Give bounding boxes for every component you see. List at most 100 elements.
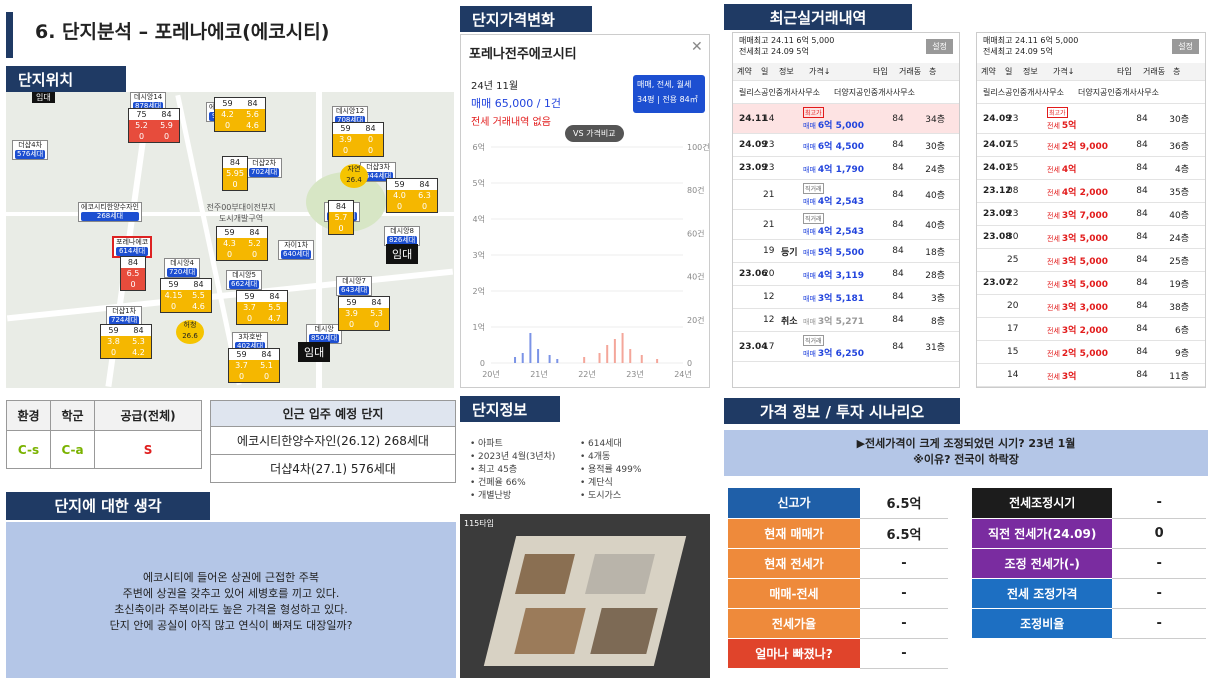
complex-label[interactable]: 포레나에코 614세대 (112, 236, 153, 258)
setting-button[interactable]: 설정 (1172, 39, 1199, 54)
column-header[interactable]: 타입 (873, 67, 888, 76)
complex-label[interactable]: 데시앙7 643세대 (336, 276, 373, 296)
price-grid[interactable]: 59 84 3.7 5.1 0 0 (228, 348, 280, 383)
x-tick: 20년 (482, 369, 500, 379)
trade-row[interactable]: 21 직거래 매매 4억 2,543 84 40층 (733, 180, 959, 210)
compare-button[interactable]: VS 가격비교 (565, 125, 624, 142)
column-header[interactable]: 정보 (779, 67, 794, 76)
volume-bar (621, 333, 624, 363)
complex-label[interactable]: 데시앙 850세대 (306, 324, 343, 344)
trade-row[interactable]: 21 직거래 매매 4억 2,543 84 40층 (733, 210, 959, 240)
trade-row[interactable]: 23.12 08 전세 4억 2,000 84 35층 (977, 180, 1205, 203)
complex-label[interactable]: 3차호반 402세대 (232, 332, 269, 352)
agent-row: 릴리스공인중개사사무소 더양지공인중개사사무소 (733, 81, 959, 104)
complex-label[interactable]: 더샵3차 644세대 (360, 162, 397, 182)
column-header[interactable]: 가격↓ (809, 67, 831, 76)
volume-bar (583, 357, 586, 363)
trade-row[interactable]: 23.09 23 전세 3억 7,000 84 40층 (977, 203, 1205, 226)
column-header[interactable]: 계약 (737, 67, 752, 76)
column-header[interactable]: 층 (1173, 67, 1181, 76)
env-value: C-a (49, 430, 96, 469)
location-map[interactable]: 전주00부대이전부지 도시개발구역 임대 에코시티한양수자인 268세대 더샵4차 57… (6, 92, 454, 388)
nearby-item: 더샵4차(27.1) 576세대 (210, 454, 456, 483)
column-header[interactable]: 거래동 (899, 67, 922, 76)
trade-row[interactable]: 24.11 14 최고가 매매 6억 5,000 84 34층 (733, 104, 959, 134)
trade-row[interactable]: 12 취소 매매 3억 5,271 84 8층 (733, 309, 959, 332)
setting-button[interactable]: 설정 (926, 39, 953, 54)
trade-row[interactable]: 17 전세 3억 2,000 84 6층 (977, 318, 1205, 341)
y-tick-right: 100건 (687, 142, 709, 152)
volume-bar (640, 355, 643, 363)
price-grid[interactable]: 59 84 4.2 5.6 0 4.6 (214, 97, 266, 132)
price-grid[interactable]: 59 84 3.8 5.3 0 4.2 (100, 324, 152, 359)
trade-row[interactable]: 23.08 30 전세 3억 5,000 84 24층 (977, 226, 1205, 249)
volume-bar (606, 345, 609, 363)
volume-bar (656, 359, 659, 363)
scenario-value: - (860, 608, 948, 639)
column-header[interactable]: 일 (761, 67, 769, 76)
column-header[interactable]: 층 (929, 67, 937, 76)
price-grid[interactable]: 59 84 4.15 5.5 0 4.6 (160, 278, 212, 313)
scenario-value: - (860, 578, 948, 609)
trade-row[interactable]: 24.01 25 전세 4억 84 4층 (977, 157, 1205, 180)
complex-label[interactable]: 데시앙8 826세대 (384, 226, 421, 246)
trade-row[interactable]: 23.04 17 직거래 매매 3억 6,250 84 31층 (733, 332, 959, 362)
sale-high: 매매최고 24.11 6억 5,000 (739, 36, 835, 45)
trade-row[interactable]: 24.09 23 최고가 전세 5억 84 30층 (977, 104, 1205, 134)
close-icon[interactable]: ✕ (691, 39, 703, 55)
volume-bar (537, 349, 540, 363)
trade-row[interactable]: 25 전세 3억 5,000 84 25층 (977, 249, 1205, 272)
trade-row[interactable]: 24.07 15 전세 2억 9,000 84 36층 (977, 134, 1205, 157)
complex-label[interactable]: 데시앙4 720세대 (164, 258, 201, 278)
scenario-row: 직전 전세가(24.09) 0 (972, 518, 1206, 549)
complex-label[interactable]: 더샵1차 724세대 (106, 306, 143, 326)
thoughts-box: 에코시티에 들어온 상권에 근접한 주복 주변에 상권을 갖추고 있어 세병호를… (6, 522, 456, 678)
column-header[interactable]: 거래동 (1143, 67, 1166, 76)
y-tick-right: 80건 (687, 185, 705, 195)
trade-row[interactable]: 23.07 22 전세 3억 5,000 84 19층 (977, 272, 1205, 295)
price-grid[interactable]: 59 84 4.3 5.2 0 0 (216, 226, 268, 261)
info-item: • 614세대 (580, 439, 622, 449)
price-grid[interactable]: 59 84 3.7 5.5 0 4.7 (236, 290, 288, 325)
trade-row[interactable]: 12 매매 3억 5,181 84 3층 (733, 286, 959, 309)
complex-label[interactable]: 데시앙12 708세대 (332, 106, 369, 126)
plan-type: 115타입 (464, 519, 494, 528)
trade-row[interactable]: 14 전세 3억 84 11층 (977, 364, 1205, 387)
complex-label[interactable]: 자이1차 640세대 (278, 240, 315, 260)
nearby-title: 인근 입주 예정 단지 (210, 400, 456, 427)
column-header[interactable]: 가격↓ (1053, 67, 1075, 76)
filter-dropdown[interactable]: 매매, 전세, 월세 34평 | 전용 84㎡ (633, 75, 705, 113)
price-grid[interactable]: 59 84 3.9 5.3 0 0 (338, 296, 390, 331)
price-grid[interactable]: 59 84 3.9 0 0 0 (332, 122, 384, 157)
complex-label[interactable]: 에코시티한양수자인 268세대 (78, 202, 142, 222)
price-grid[interactable]: 84 5.95 0 (222, 156, 248, 191)
trade-row[interactable]: 19 등기 매매 5억 5,500 84 18층 (733, 240, 959, 263)
scenario-label: 전세가율 (728, 608, 860, 639)
scenario-label: 조정비율 (972, 608, 1113, 639)
price-grid[interactable]: 84 6.5 0 (120, 256, 146, 291)
env-value: C-s (6, 430, 51, 469)
info-item: • 용적률 499% (580, 465, 642, 475)
price-grid[interactable]: 75 84 5.2 5.9 0 0 (128, 108, 180, 143)
info-item: • 최고 45층 (470, 465, 518, 475)
complex-label[interactable]: 데시앙5 662세대 (226, 270, 263, 290)
complex-label[interactable]: 더샵2차 702세대 (246, 158, 283, 178)
trade-row[interactable]: 23.06 20 매매 4억 3,119 84 28층 (733, 263, 959, 286)
column-header[interactable]: 타입 (1117, 67, 1132, 76)
column-header[interactable]: 일 (1005, 67, 1013, 76)
rent-label: 임대 (386, 244, 419, 264)
column-header[interactable]: 계약 (981, 67, 996, 76)
price-grid[interactable]: 84 5.7 0 (328, 200, 354, 235)
scenario-row: 현재 전세가 - (728, 548, 948, 579)
nature-marker: 자연 26.4 (340, 164, 368, 188)
trade-columns: 계약 일 정보 가격↓ 타입 거래동 층 (977, 63, 1205, 81)
trade-row[interactable]: 23.09 23 매매 4억 1,790 84 24층 (733, 157, 959, 180)
y-tick-left: 2억 (473, 286, 485, 296)
trade-row[interactable]: 15 전세 2억 5,000 84 9층 (977, 341, 1205, 364)
column-header[interactable]: 정보 (1023, 67, 1038, 76)
x-tick: 23년 (626, 369, 644, 379)
trade-row[interactable]: 24.09 23 매매 6억 4,500 84 30층 (733, 134, 959, 157)
trade-row[interactable]: 20 전세 3억 3,000 84 38층 (977, 295, 1205, 318)
price-grid[interactable]: 59 84 4.0 6.3 0 0 (386, 178, 438, 213)
complex-label[interactable]: 더샵4차 576세대 (12, 140, 49, 160)
